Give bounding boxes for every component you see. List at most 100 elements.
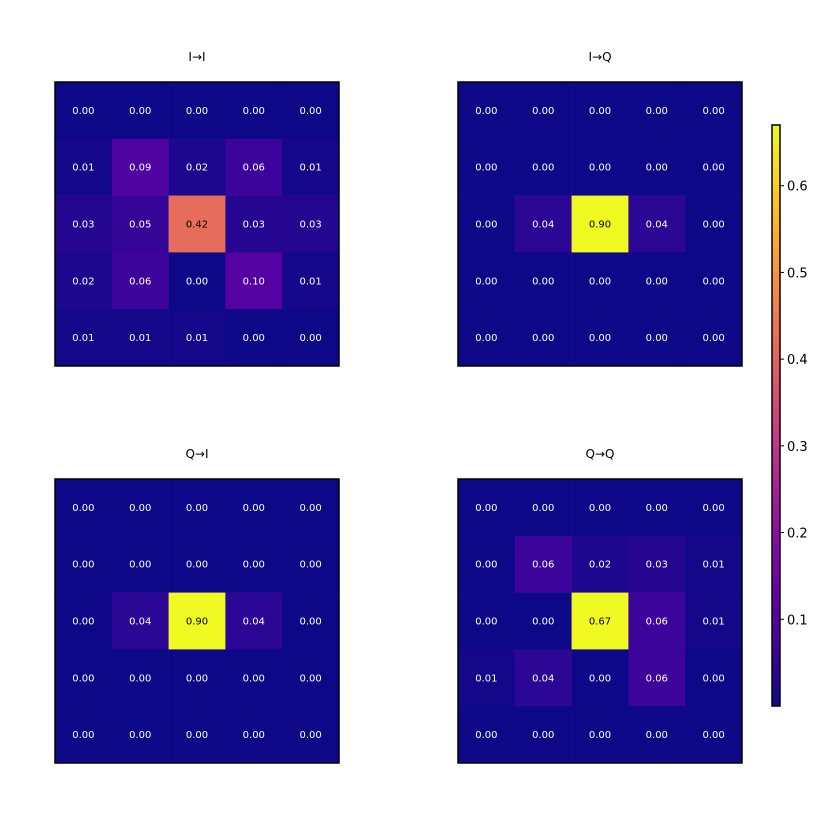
heatmap-cell <box>685 649 743 707</box>
cell-value-label: 0.00 <box>646 333 668 344</box>
heatmap-cell <box>225 479 283 537</box>
heatmap-cell <box>168 252 226 310</box>
cell-value-label: 0.00 <box>186 560 208 571</box>
cell-value-label: 0.00 <box>129 503 151 514</box>
cell-value-label: 0.00 <box>243 730 265 741</box>
heatmap-cell <box>458 535 516 593</box>
cell-value-label: 0.00 <box>299 617 321 628</box>
heatmap-cell <box>514 706 572 764</box>
cell-value-label: 0.06 <box>129 276 151 287</box>
heatmap-panel: Q→Q 0.00 0.00 0.00 0.00 0.00 0.00 0.06 0.02 0.03 0… <box>457 447 743 764</box>
cell-value-label: 0.00 <box>475 333 497 344</box>
cell-value-label: 0.00 <box>299 673 321 684</box>
cell-value-label: 0.00 <box>475 276 497 287</box>
heatmap-cell <box>514 592 572 650</box>
cell-value-label: 0.90 <box>589 220 611 231</box>
heatmap-cell <box>458 479 516 537</box>
panel-frame <box>457 478 743 764</box>
heatmap-cell <box>571 649 629 707</box>
heatmap-cell <box>168 535 226 593</box>
heatmap-cell <box>168 649 226 707</box>
cell-value-label: 0.01 <box>299 276 321 287</box>
heatmap-cell <box>458 592 516 650</box>
heatmap-cell <box>685 252 743 310</box>
cell-value-label: 0.00 <box>646 106 668 117</box>
panel-title: I→I <box>188 50 205 64</box>
heatmap-panel: I→Q 0.00 0.00 0.00 0.00 0.00 0.00 0.00 0.00 0.00 0… <box>457 50 743 367</box>
heatmap-cell <box>111 479 169 537</box>
heatmap-cell <box>282 535 340 593</box>
cell-value-label: 0.01 <box>186 333 208 344</box>
heatmap-cell <box>571 309 629 367</box>
cell-value-label: 0.00 <box>532 730 554 741</box>
heatmap-cell <box>111 649 169 707</box>
heatmap-cell <box>628 309 686 367</box>
cell-value-label: 0.00 <box>243 333 265 344</box>
heatmap-cell <box>571 252 629 310</box>
cell-value-label: 0.03 <box>299 220 321 231</box>
cell-value-label: 0.67 <box>589 617 611 628</box>
heatmap-cell <box>571 195 629 253</box>
heatmap-cell <box>168 592 226 650</box>
heatmap-cell <box>458 309 516 367</box>
cell-value-label: 0.00 <box>72 503 94 514</box>
cell-value-label: 0.00 <box>646 730 668 741</box>
cell-value-label: 0.00 <box>475 163 497 174</box>
cell-value-label: 0.90 <box>186 617 208 628</box>
cell-value-label: 0.00 <box>186 106 208 117</box>
cell-value-label: 0.01 <box>129 333 151 344</box>
heatmap-cell <box>458 706 516 764</box>
heatmap-cell <box>458 252 516 310</box>
cell-value-label: 0.00 <box>589 106 611 117</box>
cell-value-label: 0.06 <box>646 673 668 684</box>
cell-value-label: 0.00 <box>532 503 554 514</box>
cell-value-label: 0.42 <box>186 220 208 231</box>
heatmap-cell <box>571 592 629 650</box>
heatmap-cell <box>685 706 743 764</box>
heatmap-cell <box>55 309 113 367</box>
cell-value-label: 0.00 <box>589 333 611 344</box>
cell-value-label: 0.04 <box>243 617 265 628</box>
heatmap-cell <box>111 195 169 253</box>
heatmap-cell <box>685 592 743 650</box>
cell-value-label: 0.03 <box>646 560 668 571</box>
heatmap-cell <box>225 82 283 140</box>
cell-value-label: 0.00 <box>589 730 611 741</box>
heatmap-cell <box>628 252 686 310</box>
cell-value-label: 0.00 <box>299 730 321 741</box>
cell-value-label: 0.04 <box>646 220 668 231</box>
heatmap-cell <box>628 535 686 593</box>
cell-value-label: 0.00 <box>702 106 724 117</box>
cell-value-label: 0.03 <box>72 220 94 231</box>
heatmap-cell <box>571 479 629 537</box>
heatmap-cell <box>225 649 283 707</box>
heatmap-cell <box>628 195 686 253</box>
heatmap-cell <box>282 252 340 310</box>
heatmap-cell <box>282 195 340 253</box>
heatmap-cell <box>111 706 169 764</box>
heatmap-cell <box>514 82 572 140</box>
heatmap-cell <box>282 479 340 537</box>
heatmap-cell <box>282 706 340 764</box>
heatmap-cell <box>458 649 516 707</box>
cell-value-label: 0.00 <box>532 617 554 628</box>
cell-value-label: 0.00 <box>129 106 151 117</box>
cell-value-label: 0.09 <box>129 163 151 174</box>
cell-value-label: 0.00 <box>475 730 497 741</box>
cell-value-label: 0.00 <box>702 220 724 231</box>
heatmap-cell <box>628 592 686 650</box>
cell-value-label: 0.00 <box>475 220 497 231</box>
cell-value-label: 0.01 <box>702 560 724 571</box>
heatmap-cell <box>628 138 686 196</box>
heatmap-cell <box>55 535 113 593</box>
cell-value-label: 0.00 <box>72 617 94 628</box>
cell-value-label: 0.00 <box>243 503 265 514</box>
cell-value-label: 0.00 <box>72 730 94 741</box>
heatmap-cell <box>55 706 113 764</box>
heatmap-cell <box>685 195 743 253</box>
heatmap-cell <box>514 535 572 593</box>
heatmap-cell <box>458 138 516 196</box>
heatmap-cell <box>282 138 340 196</box>
cell-value-label: 0.00 <box>646 276 668 287</box>
heatmap-cell <box>225 195 283 253</box>
